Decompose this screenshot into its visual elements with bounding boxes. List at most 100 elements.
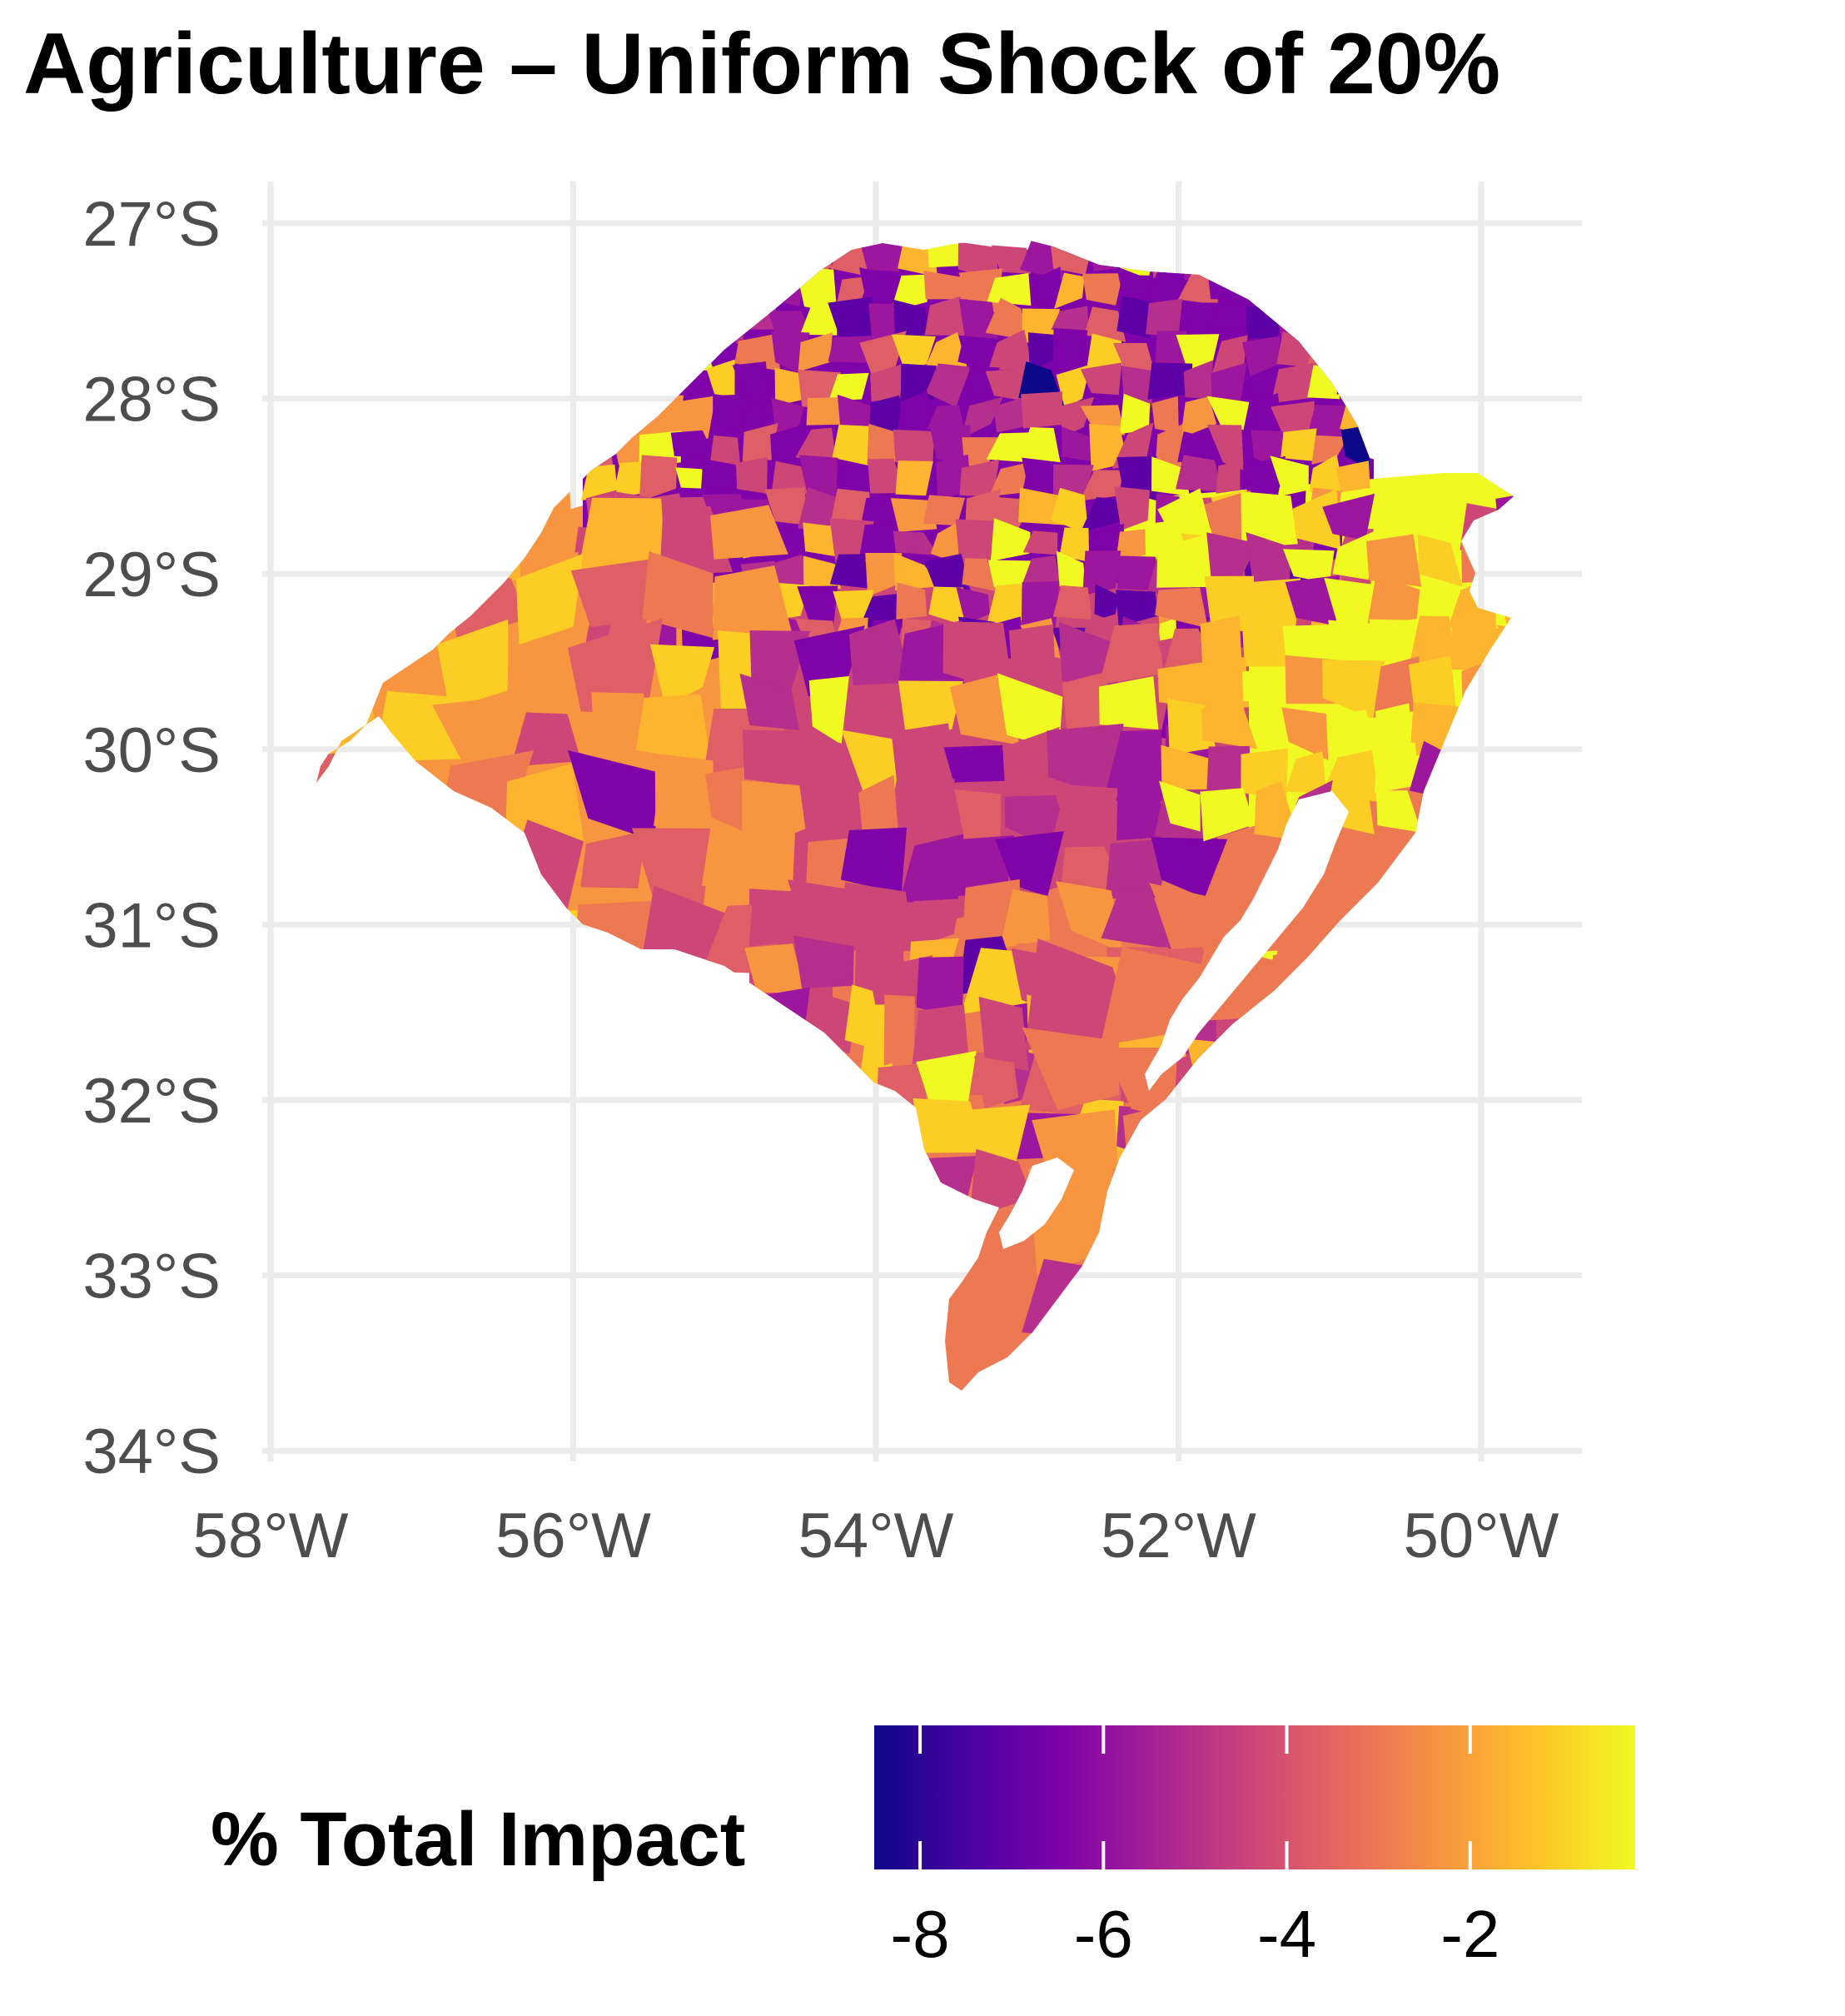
municipality-region	[612, 361, 654, 398]
municipality-region	[1021, 581, 1060, 628]
municipality-region	[733, 306, 778, 330]
municipality-region	[1333, 1184, 1425, 1265]
state-region-map	[316, 238, 1578, 1499]
municipality-region	[739, 673, 800, 730]
lagoons	[999, 791, 1349, 1249]
municipality-region	[1238, 265, 1281, 301]
municipality-region	[682, 238, 714, 280]
municipality-region	[1472, 1109, 1514, 1192]
municipality-region	[1029, 1402, 1120, 1491]
municipality-region	[638, 334, 684, 376]
municipality-region	[1082, 550, 1121, 596]
lat-tick-label: 34°S	[82, 1416, 221, 1487]
municipality-region	[1419, 789, 1469, 844]
municipality-region	[892, 334, 936, 374]
municipality-region	[1493, 1420, 1578, 1499]
municipality-region	[1328, 968, 1431, 1049]
municipality-region	[436, 619, 509, 709]
municipality-region	[387, 816, 445, 898]
municipality-region	[1146, 298, 1183, 337]
latitude-tick-labels: 27°S 28°S 29°S 30°S 31°S 32°S 33°S 34°S	[82, 189, 221, 1487]
municipality-region	[1155, 424, 1183, 468]
longitude-tick-labels: 58°W 56°W 54°W 52°W 50°W	[193, 1501, 1559, 1571]
municipality-region	[1397, 1105, 1502, 1199]
lat-tick-label: 33°S	[82, 1242, 221, 1312]
municipality-region	[571, 901, 657, 973]
municipality-region	[1281, 238, 1320, 273]
municipality-region	[1164, 1097, 1230, 1163]
municipality-region	[1181, 1172, 1265, 1275]
municipality-region	[1475, 962, 1514, 1032]
municipality-region	[580, 306, 622, 341]
municipality-region	[669, 396, 716, 440]
lat-tick-label: 28°S	[82, 365, 221, 436]
municipality-region	[901, 898, 960, 953]
municipality-region	[943, 744, 1005, 783]
municipality-region	[732, 361, 769, 405]
municipality-region	[922, 331, 967, 375]
municipality-region	[644, 361, 683, 401]
municipality-region	[706, 359, 735, 396]
municipality-region	[999, 889, 1051, 949]
municipality-region	[316, 618, 375, 717]
map-title: Agriculture – Uniform Shock of 20%	[23, 16, 1501, 112]
municipality-region	[1176, 239, 1222, 281]
municipality-region	[1301, 238, 1343, 271]
municipality-region	[1216, 460, 1241, 494]
legend-colorbar	[874, 1725, 1635, 1869]
municipality-region	[1366, 534, 1422, 587]
municipality-region	[654, 754, 714, 841]
municipality-region	[1396, 1013, 1506, 1120]
municipality-region	[746, 1033, 811, 1099]
municipality-region	[461, 886, 534, 980]
municipality-region	[1008, 624, 1057, 698]
municipality-region	[1307, 365, 1340, 400]
municipality-region	[788, 729, 858, 790]
municipality-region	[316, 749, 383, 836]
municipality-region	[1027, 332, 1057, 372]
municipality-region	[1488, 530, 1514, 593]
municipality-region	[647, 272, 687, 312]
municipality-region	[316, 911, 393, 971]
municipality-region	[1425, 1332, 1501, 1391]
municipality-region	[919, 1156, 977, 1202]
municipality-region	[1054, 272, 1085, 309]
municipality-region	[1201, 697, 1258, 749]
municipality-region	[1002, 726, 1060, 785]
municipality-region	[669, 301, 703, 334]
municipality-region	[612, 301, 651, 344]
municipality-region	[1281, 707, 1329, 760]
municipality-region	[769, 272, 806, 307]
municipality-region	[1302, 301, 1340, 340]
municipality-region	[1181, 1320, 1279, 1391]
municipality-region	[1259, 1323, 1357, 1391]
municipality-region	[770, 424, 806, 472]
municipality-region	[368, 488, 455, 578]
municipality-region	[642, 550, 714, 639]
municipality-region	[1101, 1168, 1206, 1272]
municipality-region	[1159, 780, 1201, 832]
municipality-region	[1367, 575, 1420, 625]
municipality-region	[1400, 1389, 1474, 1391]
municipality-region	[580, 830, 647, 889]
municipality-region	[741, 780, 806, 854]
municipality-region	[1177, 431, 1225, 464]
legend-tick-label: -4	[1257, 1897, 1316, 1971]
municipality-region	[1340, 296, 1370, 338]
municipality-region	[1329, 1249, 1430, 1326]
municipality-region	[987, 273, 1032, 306]
municipality-region	[974, 1056, 1019, 1109]
municipality-region	[1333, 1099, 1405, 1202]
lat-tick-label: 31°S	[82, 890, 221, 961]
lagoa-dos-patos-shape	[1145, 791, 1349, 1091]
municipality-region	[1129, 1154, 1166, 1201]
municipality-region	[641, 302, 679, 336]
lat-tick-label: 29°S	[82, 540, 221, 610]
municipality-region	[1175, 455, 1222, 492]
municipality-region	[701, 238, 740, 271]
municipality-region	[978, 996, 1029, 1071]
legend-tick-label: -6	[1074, 1897, 1133, 1971]
municipality-region	[1200, 788, 1255, 842]
municipality-region	[1499, 1324, 1514, 1391]
municipality-region	[1119, 238, 1159, 276]
